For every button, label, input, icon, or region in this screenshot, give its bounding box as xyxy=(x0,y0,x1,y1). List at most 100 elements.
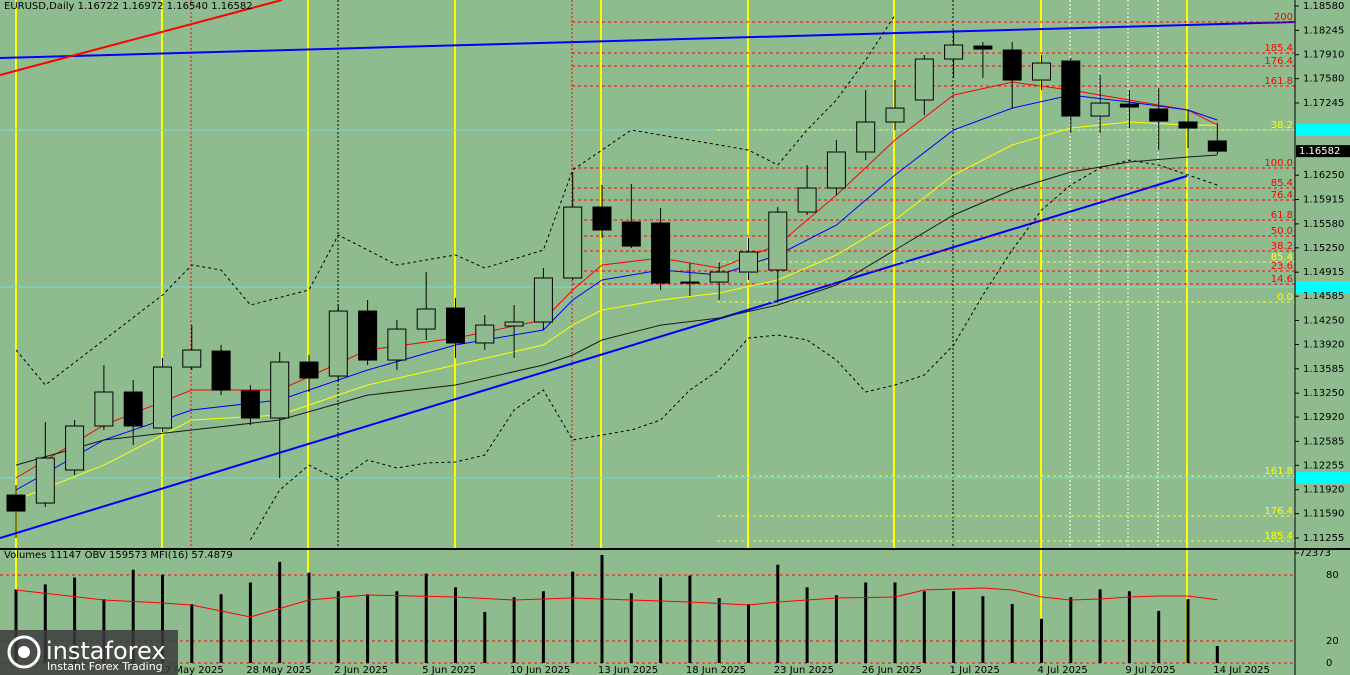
candle-body xyxy=(621,221,641,247)
watermark-name: instaforex xyxy=(46,637,166,665)
level-label: 185.4 xyxy=(1264,43,1293,54)
last-price-label: 1.16582 xyxy=(1299,146,1340,157)
indicator-line xyxy=(15,154,1218,466)
candle-body xyxy=(94,391,114,427)
x-tick-label: 13 Jun 2025 xyxy=(598,665,658,675)
y-tick-label: 1.13250 xyxy=(1303,388,1344,399)
candle-body xyxy=(35,457,55,504)
x-tick-label: 26 Jun 2025 xyxy=(862,665,922,675)
candle-body xyxy=(1061,60,1081,117)
chart-title: EURUSD,Daily 1.16722 1.16972 1.16540 1.1… xyxy=(4,1,253,12)
candle-body xyxy=(1178,121,1198,129)
level-label: 161.8 xyxy=(1264,76,1293,87)
y-tick-label: 1.12920 xyxy=(1303,412,1344,423)
level-label: 185.4 xyxy=(1264,531,1293,542)
level-label: 61.8 xyxy=(1271,210,1293,221)
x-tick-label: 10 Jun 2025 xyxy=(510,665,570,675)
indicator-line xyxy=(15,587,1218,618)
y-tick-label: 1.17580 xyxy=(1303,74,1344,85)
level-label: 14.6 xyxy=(1271,274,1293,285)
y-tick-label: 1.18580 xyxy=(1303,1,1344,12)
x-tick-label: 14 Jul 2025 xyxy=(1213,665,1270,675)
indicator-line xyxy=(15,121,1218,501)
level-label: 85.4 xyxy=(1271,178,1293,189)
candle-body xyxy=(1090,102,1110,117)
y-tick-label: 1.16250 xyxy=(1303,170,1344,181)
candle-body xyxy=(973,45,993,50)
candle-body xyxy=(240,390,260,419)
y-tick-label: 1.14250 xyxy=(1303,315,1344,326)
candle-body xyxy=(914,58,934,101)
candle-body xyxy=(328,310,348,377)
candle-body xyxy=(739,251,758,273)
candle-body xyxy=(358,310,378,361)
candle-body xyxy=(446,307,465,344)
level-label: 23.6 xyxy=(1271,261,1293,272)
y-tick-label: 72373 xyxy=(1299,548,1331,559)
x-tick-label: 9 Jul 2025 xyxy=(1125,665,1175,675)
level-label: 200 xyxy=(1274,12,1293,23)
x-tick-label: 1 Jul 2025 xyxy=(950,665,1000,675)
candle-body xyxy=(1149,108,1169,122)
x-tick-label: 27 May 2025 xyxy=(159,665,224,675)
level-label: 161.8 xyxy=(1264,466,1293,477)
alert-label xyxy=(1296,281,1350,293)
y-tick-label: 1.15250 xyxy=(1303,243,1344,254)
level-label: 100.0 xyxy=(1264,158,1293,169)
level-label: 176.4 xyxy=(1264,506,1293,517)
candle-body xyxy=(270,361,290,419)
indicator-line xyxy=(249,159,1218,541)
watermark-logo xyxy=(7,635,41,669)
x-tick-label: 2 Jun 2025 xyxy=(334,665,388,675)
candle-body xyxy=(1119,103,1139,108)
trend-line xyxy=(0,0,283,76)
candle-body xyxy=(709,271,729,283)
indicator-line xyxy=(15,81,1218,479)
trend-line xyxy=(0,175,1188,539)
candle-body xyxy=(944,44,964,60)
plot: 200185.4176.4161.8100.085.476.461.850.03… xyxy=(0,12,1295,664)
y-tick-label: 1.18245 xyxy=(1303,25,1344,36)
candle-body xyxy=(1032,62,1051,81)
candle-body xyxy=(856,121,876,153)
y-tick-label: 1.17910 xyxy=(1303,50,1344,61)
x-tick-label: 5 Jun 2025 xyxy=(422,665,476,675)
watermark-tagline: Instant Forex Trading xyxy=(47,660,163,673)
candle-body xyxy=(182,349,202,368)
candle-body xyxy=(797,187,817,213)
price-pane-decor xyxy=(0,0,1296,663)
y2-tick-label: 20 xyxy=(1326,636,1339,647)
candle-body xyxy=(123,391,143,427)
watermark: instaforex Instant Forex Trading xyxy=(0,630,178,675)
level-label: 176.4 xyxy=(1264,56,1293,67)
trend-line xyxy=(0,21,1296,59)
candle-body xyxy=(387,328,407,361)
y-tick-label: 1.13585 xyxy=(1303,364,1344,375)
level-label: 0.0 xyxy=(1277,292,1293,303)
y-tick-label: 1.12585 xyxy=(1303,436,1344,447)
candle-body xyxy=(6,494,26,512)
candle-body xyxy=(211,350,231,391)
y2-tick-label: 0 xyxy=(1326,658,1332,669)
candle-body xyxy=(1002,49,1022,81)
candle-body xyxy=(475,324,495,344)
candle-body xyxy=(504,321,524,327)
candle-body xyxy=(592,206,612,231)
y-tick-label: 1.14915 xyxy=(1303,267,1344,278)
level-label: 38.2 xyxy=(1271,241,1293,252)
level-label: 38.2 xyxy=(1271,120,1293,131)
candle-body xyxy=(1207,140,1227,152)
y-tick-label: 1.15580 xyxy=(1303,219,1344,230)
y-tick-label: 1.11590 xyxy=(1303,509,1344,520)
candle-body xyxy=(563,206,583,279)
candle-body xyxy=(826,151,846,189)
alert-label xyxy=(1296,472,1350,484)
alert-label xyxy=(1296,124,1350,136)
candle-body xyxy=(680,281,700,284)
level-label: 50.0 xyxy=(1271,226,1293,237)
candle-body xyxy=(651,222,671,284)
x-tick-label: 18 Jun 2025 xyxy=(686,665,746,675)
